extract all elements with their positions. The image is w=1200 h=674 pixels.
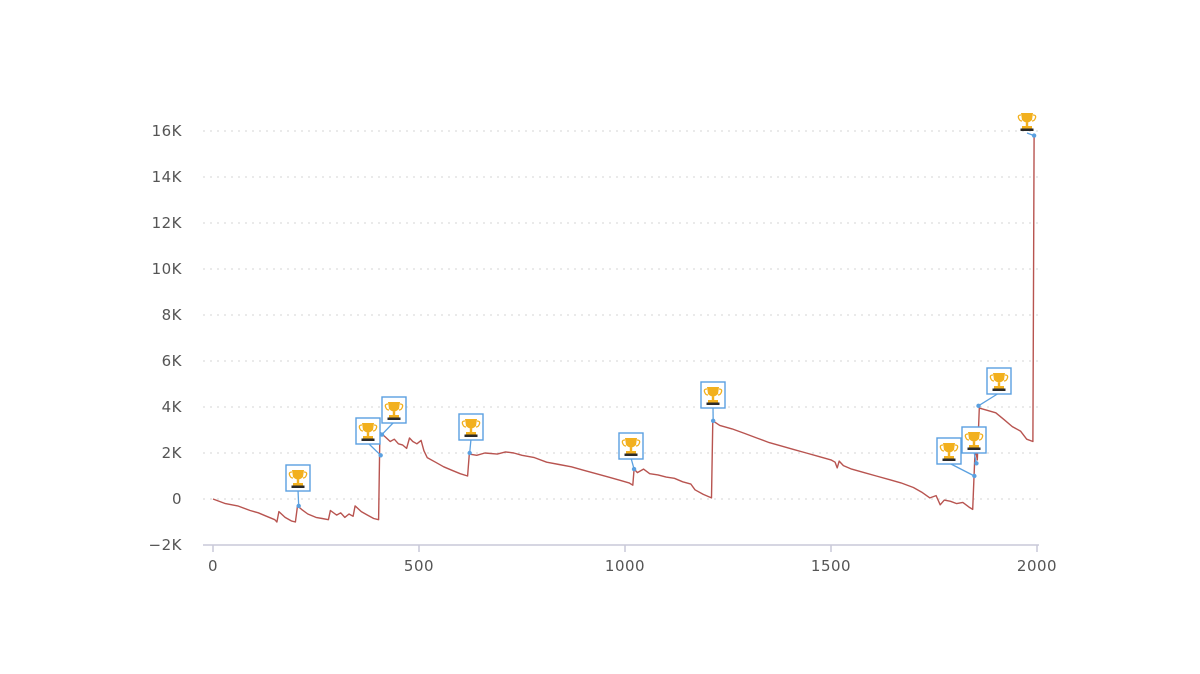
y-tick-label: 10K [152,260,183,278]
trophy-base [707,403,720,406]
x-tick-label: 500 [404,557,434,575]
trophy-base [292,486,305,489]
trophy-plate [389,415,399,418]
trophy-marker [619,433,643,471]
trophy-stem [712,397,714,401]
trophy-marker [701,382,725,423]
x-tick-label: 1000 [605,557,645,575]
trophy-marker [286,465,310,508]
marker-point [974,461,978,465]
trophy-marker [459,414,483,455]
marker-point [380,432,384,436]
trophy-icon [1018,113,1035,131]
trophy-marker [1018,113,1036,138]
y-tick-label: 14K [152,168,183,186]
marker-point [467,451,471,455]
trophy-markers [286,113,1036,508]
trophy-plate [994,386,1004,389]
trophy-stem [297,480,299,484]
trophy-stem [630,448,632,452]
trophy-plate [466,432,476,435]
trophy-base [1021,129,1034,132]
y-tick-label: 0 [172,490,182,508]
y-tick-label: 16K [152,122,183,140]
trophy-cup [1021,113,1033,123]
series-layer [213,136,1034,522]
trophy-plate [626,451,636,454]
axes: −2K 0 2K 4K 6K 8K 10K 12K 14K 16K 0 500 1000 1500 2000 [149,122,1058,575]
y-tick-label: 6K [162,352,183,370]
y-tick-label: 8K [162,306,183,324]
trophy-base [943,459,956,462]
trophy-stem [1026,123,1028,127]
marker-connector [978,393,999,406]
x-tick-label: 2000 [1017,557,1057,575]
marker-connector [382,422,394,435]
x-tick-label: 0 [208,557,218,575]
trophy-plate [944,456,954,459]
trophy-plate [1022,126,1032,129]
trophy-marker [976,368,1011,408]
y-tick-label: 4K [162,398,183,416]
marker-point [976,404,980,408]
trophy-base [362,439,375,442]
marker-connector [298,490,299,506]
trophy-marker [356,418,383,457]
trophy-marker [380,397,406,437]
trophy-stem [948,453,950,457]
x-tick-label: 1500 [811,557,851,575]
trophy-stem [998,383,1000,387]
marker-connector [949,463,974,476]
trophy-base [388,418,401,421]
trophy-base [465,435,478,438]
trophy-plate [708,400,718,403]
trophy-base [993,389,1006,392]
trophy-plate [293,483,303,486]
trophy-stem [367,433,369,437]
series-line [213,136,1034,522]
trophy-stem [470,429,472,433]
trophy-plate [969,445,979,448]
trophy-stem [973,442,975,446]
marker-point [972,474,976,478]
y-tick-label: −2K [149,536,183,554]
marker-point [296,504,300,508]
trophy-base [968,448,981,451]
marker-point [378,453,382,457]
trophy-base [625,454,638,457]
y-tick-label: 12K [152,214,183,232]
marker-connector [368,443,381,455]
marker-point [632,467,636,471]
trophy-stem [393,412,395,416]
marker-point [1032,133,1036,137]
y-tick-label: 2K [162,444,183,462]
marker-point [711,419,715,423]
trophy-plate [363,436,373,439]
